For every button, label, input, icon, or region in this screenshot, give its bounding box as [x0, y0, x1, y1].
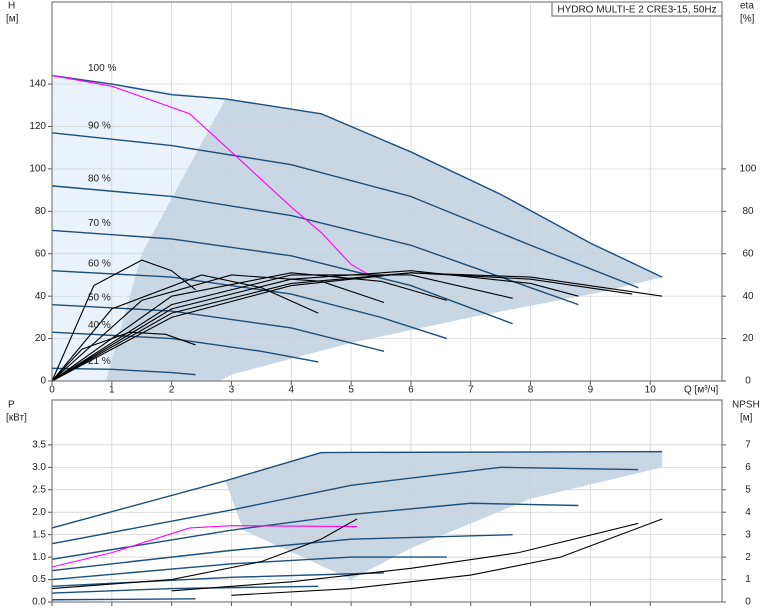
x-label: Q [м³/ч]: [684, 385, 719, 396]
y2-tick-label: 60: [742, 248, 754, 259]
y2-tick-label: 80: [742, 206, 754, 217]
curve: [51, 274, 319, 382]
curve: [51, 272, 447, 382]
y2-tick-label: 100: [740, 164, 757, 175]
curve: [51, 331, 196, 382]
plot-frame: [51, 1, 723, 382]
curve: [51, 518, 358, 590]
x-tick-label: 4: [289, 385, 295, 396]
curve: [51, 229, 513, 325]
curve: [51, 502, 579, 561]
title-box: [551, 1, 723, 17]
speed-label: 80 %: [88, 174, 111, 185]
curve: [51, 556, 447, 581]
y2-tick-label: 0: [745, 597, 751, 608]
curve: [51, 572, 385, 587]
y-tick-label: 1.0: [32, 552, 46, 563]
y2-tick-label: 2: [745, 552, 751, 563]
y-tick-label: 0: [40, 376, 46, 387]
plot-frame: [51, 399, 723, 603]
curve: [51, 132, 639, 289]
curve: [51, 272, 663, 382]
y-tick-label: 140: [29, 79, 46, 90]
x-tick-label: 8: [528, 385, 534, 396]
y-tick-label: 3.5: [32, 440, 46, 451]
y2-label: eta: [740, 1, 754, 12]
curve: [51, 270, 448, 340]
curve: [51, 185, 579, 306]
curve: [51, 367, 196, 376]
y2-tick-label: 5: [745, 484, 751, 495]
speed-label: 21 %: [88, 356, 111, 367]
y-unit: [м]: [6, 14, 19, 25]
curve: [51, 450, 663, 529]
y-label: P: [8, 400, 15, 411]
y2-tick-label: 7: [745, 440, 751, 451]
y-tick-label: 1.5: [32, 529, 46, 540]
curve: [51, 598, 196, 601]
curve: [51, 75, 370, 276]
y2-tick-label: 6: [745, 462, 751, 473]
y-tick-label: 3.0: [32, 462, 46, 473]
y-tick-label: 20: [35, 333, 47, 344]
x-tick-label: 1: [109, 385, 115, 396]
x-tick-label: 3: [229, 385, 235, 396]
x-tick-label: 5: [348, 385, 354, 396]
y-tick-label: 40: [35, 291, 47, 302]
curve: [171, 522, 639, 592]
speed-label: 90 %: [88, 120, 111, 131]
y-tick-label: 2.5: [32, 484, 46, 495]
y-tick-label: 0.0: [32, 597, 46, 608]
curve: [51, 303, 385, 352]
y2-tick-label: 4: [745, 507, 751, 518]
y-tick-label: 120: [29, 121, 46, 132]
y-tick-label: 2.0: [32, 507, 46, 518]
operating-area: [105, 98, 663, 382]
curve: [51, 274, 513, 382]
curve: [51, 533, 513, 572]
x-tick-label: 10: [645, 385, 657, 396]
chart-title: HYDRO MULTI-E 2 CRE3-15, 50Hz: [557, 5, 716, 16]
speed-label: 50 %: [88, 292, 111, 303]
x-tick-label: 0: [49, 385, 55, 396]
y2-tick-label: 40: [742, 291, 754, 302]
y2-tick-label: 20: [742, 333, 754, 344]
curve: [51, 274, 385, 382]
y2-unit: [м]: [740, 413, 753, 424]
speed-label: 70 %: [88, 218, 111, 229]
speed-label: 40 %: [88, 320, 111, 331]
speed-label: 60 %: [88, 258, 111, 269]
y-tick-label: 60: [35, 248, 47, 259]
curve: [51, 585, 319, 594]
y2-label: NPSH: [732, 400, 760, 411]
curve: [51, 74, 663, 278]
curve: [51, 259, 196, 382]
x-tick-label: 9: [588, 385, 594, 396]
y-tick-label: 80: [35, 206, 47, 217]
y-tick-label: 100: [29, 164, 46, 175]
curve: [51, 466, 639, 545]
x-tick-label: 6: [408, 385, 414, 396]
y-tick-label: 0.5: [32, 574, 46, 585]
x-tick-label: 7: [468, 385, 474, 396]
operating-area: [52, 75, 226, 381]
x-tick-label: 2: [169, 385, 175, 396]
y2-tick-label: 1: [745, 574, 751, 585]
curve: [51, 331, 319, 363]
y2-tick-label: 0: [745, 376, 751, 387]
speed-label: 100 %: [88, 63, 116, 74]
y-label: H: [8, 1, 15, 12]
y2-unit: [%]: [740, 14, 755, 25]
y2-tick-label: 3: [745, 529, 751, 540]
curve: [51, 525, 358, 568]
curve: [231, 518, 663, 596]
operating-area: [225, 451, 663, 580]
y-unit: [кВт]: [6, 413, 27, 424]
